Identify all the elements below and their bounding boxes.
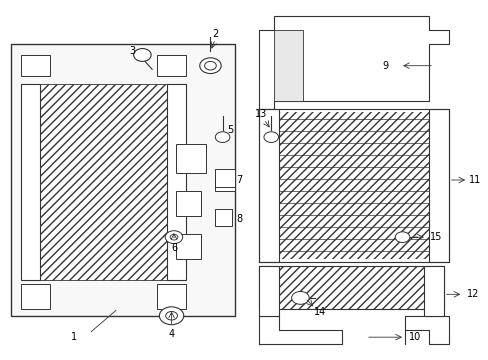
Text: 4: 4 bbox=[168, 329, 174, 339]
Polygon shape bbox=[259, 16, 448, 109]
Text: 9: 9 bbox=[382, 61, 388, 71]
Bar bbox=[264, 112, 443, 258]
Circle shape bbox=[264, 132, 278, 143]
Bar bbox=[40, 84, 166, 280]
Circle shape bbox=[133, 49, 151, 62]
Bar bbox=[157, 284, 186, 309]
Bar bbox=[259, 109, 278, 262]
Bar bbox=[21, 55, 50, 76]
Circle shape bbox=[200, 58, 221, 73]
Circle shape bbox=[215, 132, 229, 143]
Bar bbox=[176, 234, 201, 258]
Text: 11: 11 bbox=[468, 175, 481, 185]
Circle shape bbox=[291, 292, 308, 304]
Polygon shape bbox=[259, 316, 341, 344]
Bar bbox=[259, 266, 278, 316]
Circle shape bbox=[165, 311, 177, 320]
Bar bbox=[157, 55, 186, 76]
Text: 10: 10 bbox=[407, 332, 420, 342]
Circle shape bbox=[170, 234, 178, 240]
Circle shape bbox=[159, 307, 183, 325]
Text: 1: 1 bbox=[71, 332, 77, 342]
Circle shape bbox=[165, 231, 183, 244]
Bar bbox=[215, 169, 234, 191]
Text: 6: 6 bbox=[171, 243, 177, 253]
Text: 7: 7 bbox=[236, 175, 242, 185]
Circle shape bbox=[394, 232, 409, 243]
Bar bbox=[428, 109, 448, 262]
Text: 14: 14 bbox=[313, 307, 325, 317]
Bar bbox=[176, 144, 205, 173]
Text: 3: 3 bbox=[129, 46, 136, 57]
Bar bbox=[21, 84, 40, 280]
Text: 5: 5 bbox=[226, 125, 233, 135]
Bar bbox=[21, 284, 50, 309]
Text: 12: 12 bbox=[466, 289, 478, 299]
Bar bbox=[11, 44, 234, 316]
Bar bbox=[176, 191, 201, 216]
Text: 2: 2 bbox=[212, 28, 218, 39]
Polygon shape bbox=[404, 316, 448, 344]
Bar bbox=[215, 208, 232, 226]
Text: 13: 13 bbox=[255, 109, 267, 119]
Circle shape bbox=[204, 62, 216, 70]
Bar bbox=[259, 266, 443, 309]
Text: 8: 8 bbox=[236, 214, 242, 224]
Bar bbox=[166, 84, 186, 280]
Bar bbox=[424, 266, 443, 316]
Text: 15: 15 bbox=[429, 232, 442, 242]
Bar bbox=[273, 30, 302, 102]
